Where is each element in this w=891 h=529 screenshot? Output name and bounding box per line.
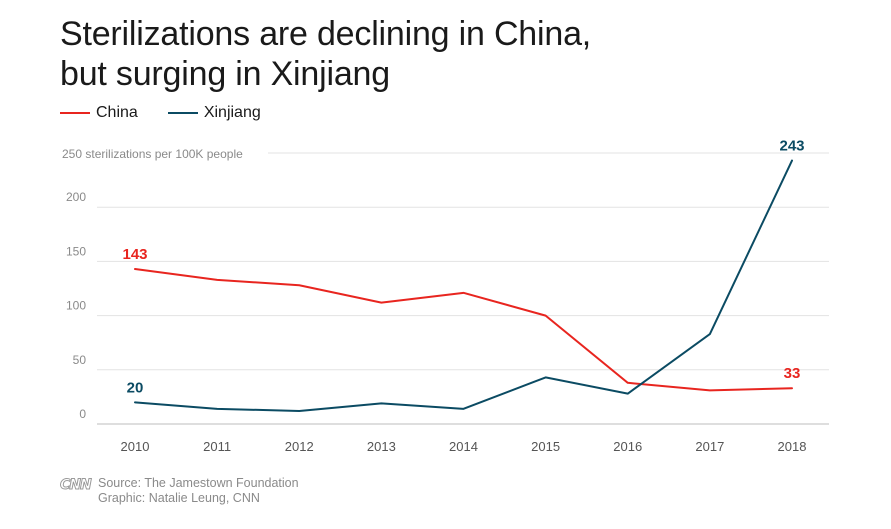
legend-swatch-xinjiang xyxy=(167,112,198,114)
legend-item-xinjiang: Xinjiang xyxy=(167,104,261,122)
legend-label-china: China xyxy=(96,104,138,121)
x-tick-label: 2010 xyxy=(121,439,150,454)
series-line-xinjiang xyxy=(134,159,793,412)
series-lines xyxy=(134,159,793,412)
x-tick-label: 2016 xyxy=(613,439,642,454)
legend-label-xinjiang: Xinjiang xyxy=(203,104,261,121)
y-tick-label: 100 xyxy=(66,299,86,313)
y-axis-label: 250 sterilizations per 100K people xyxy=(62,147,243,161)
chart-title: Sterilizations are declining in China, b… xyxy=(60,14,660,94)
x-tick-labels: 2010 2011 2012 2013 2014 2015 2016 2017 2018 xyxy=(121,439,807,454)
legend-swatch-china xyxy=(60,112,90,114)
chart-title-line-2: but surging in Xinjiang xyxy=(60,55,390,93)
data-label-xinjiang-2018: 243 xyxy=(779,138,804,155)
gridlines xyxy=(97,152,829,425)
legend: China Xinjiang xyxy=(60,104,291,122)
data-label-china-2018: 33 xyxy=(784,365,801,382)
x-tick-label: 2017 xyxy=(695,439,724,454)
legend-item-china: China xyxy=(60,104,138,122)
y-tick-label: 0 xyxy=(79,407,86,421)
cnn-logo: CNN xyxy=(60,477,93,494)
x-tick-label: 2014 xyxy=(449,439,478,454)
y-tick-label: 150 xyxy=(66,244,86,258)
footer: CNN Source: The Jamestown Foundation Gra… xyxy=(60,476,299,506)
source-credit: Source: The Jamestown Foundation xyxy=(98,476,299,490)
x-tick-label: 2015 xyxy=(531,439,560,454)
y-tick-label: 200 xyxy=(66,190,86,204)
x-tick-label: 2012 xyxy=(285,439,314,454)
series-line-china xyxy=(134,267,793,392)
x-tick-label: 2018 xyxy=(778,439,807,454)
x-tick-label: 2013 xyxy=(367,439,396,454)
credits: Source: The Jamestown Foundation Graphic… xyxy=(98,476,299,506)
y-tick-label: 50 xyxy=(73,353,87,367)
graphic-credit: Graphic: Natalie Leung, CNN xyxy=(98,491,260,505)
data-labels: 143 33 20 243 xyxy=(122,138,804,397)
data-label-xinjiang-2010: 20 xyxy=(127,379,144,396)
data-label-china-2010: 143 xyxy=(122,246,147,263)
y-tick-labels: 0 50 100 150 200 xyxy=(66,190,86,421)
x-tick-label: 2011 xyxy=(203,439,231,454)
chart-title-line-1: Sterilizations are declining in China, xyxy=(60,15,592,53)
